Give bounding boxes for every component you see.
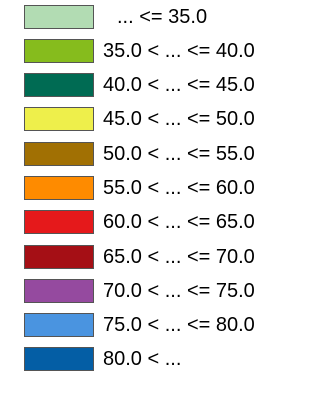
legend-swatch xyxy=(24,347,94,371)
legend-label: 70.0 < ... <= 75.0 xyxy=(103,277,255,305)
legend-label: 75.0 < ... <= 80.0 xyxy=(103,311,255,339)
legend-item: 35.0 < ... <= 40.0 xyxy=(0,34,326,68)
legend-swatch xyxy=(24,142,94,166)
legend-item: 50.0 < ... <= 55.0 xyxy=(0,137,326,171)
legend-label: 40.0 < ... <= 45.0 xyxy=(103,71,255,99)
legend-swatch xyxy=(24,39,94,63)
legend-swatch xyxy=(24,279,94,303)
legend-label: 65.0 < ... <= 70.0 xyxy=(103,243,255,271)
legend-item: 55.0 < ... <= 60.0 xyxy=(0,171,326,205)
legend-label: 35.0 < ... <= 40.0 xyxy=(103,37,255,65)
legend-swatch xyxy=(24,107,94,131)
legend-label: 50.0 < ... <= 55.0 xyxy=(103,140,255,168)
legend-swatch xyxy=(24,313,94,337)
legend-item: 65.0 < ... <= 70.0 xyxy=(0,240,326,274)
legend-item: 45.0 < ... <= 50.0 xyxy=(0,102,326,136)
legend-item: 40.0 < ... <= 45.0 xyxy=(0,68,326,102)
legend-item: 80.0 < ... xyxy=(0,342,326,376)
legend-swatch xyxy=(24,245,94,269)
legend-label: 80.0 < ... xyxy=(103,345,181,373)
legend-label: 45.0 < ... <= 50.0 xyxy=(103,105,255,133)
legend-item: 70.0 < ... <= 75.0 xyxy=(0,274,326,308)
legend-item: 60.0 < ... <= 65.0 xyxy=(0,205,326,239)
legend-swatch xyxy=(24,73,94,97)
legend-label: ... <= 35.0 xyxy=(117,3,207,31)
legend-label: 55.0 < ... <= 60.0 xyxy=(103,174,255,202)
legend-swatch xyxy=(24,210,94,234)
legend-swatch xyxy=(24,5,94,29)
legend-swatch xyxy=(24,176,94,200)
legend-label: 60.0 < ... <= 65.0 xyxy=(103,208,255,236)
legend-item: 75.0 < ... <= 80.0 xyxy=(0,308,326,342)
legend-item: ... <= 35.0 xyxy=(0,0,326,34)
